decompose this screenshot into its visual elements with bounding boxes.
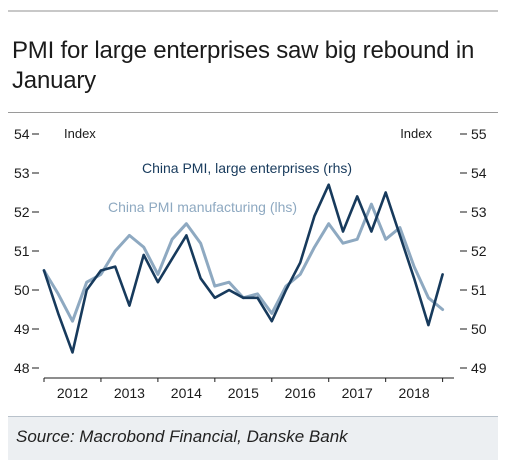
- series-label-manufacturing: China PMI manufacturing (lhs): [108, 199, 297, 215]
- left-tick-label: 52: [14, 204, 30, 220]
- series-line-manufacturing: [42, 202, 445, 323]
- x-tick-label: 2015: [228, 385, 259, 401]
- x-tick-label: 2014: [171, 385, 202, 401]
- left-tick-label: 48: [14, 360, 30, 376]
- right-tick-label: 49: [471, 360, 487, 376]
- left-tick-label: 49: [14, 321, 30, 337]
- right-axis-title: Index: [400, 126, 432, 141]
- x-tick-label: 2017: [342, 385, 373, 401]
- left-tick-label: 50: [14, 282, 30, 298]
- line-chart: 48 49 50 51 52 53 54 49 50 51 52 53 54 55 Index Index 20…: [14, 126, 487, 401]
- right-tick-label: 53: [471, 204, 487, 220]
- x-tick-label: 2016: [285, 385, 316, 401]
- chart-title: PMI for large enterprises saw big reboun…: [12, 37, 475, 94]
- left-axis-title: Index: [64, 126, 96, 141]
- left-tick-label: 53: [14, 165, 30, 181]
- series-line-large-enterprises: [42, 183, 444, 354]
- right-tick-label: 51: [471, 282, 487, 298]
- plot-area: 48 49 50 51 52 53 54 49 50 51 52 53 54 55 Index Index 20…: [8, 116, 498, 416]
- series-label-large-enterprises: China PMI, large enterprises (rhs): [142, 160, 352, 176]
- chart-card: PMI for large enterprises saw big reboun…: [8, 10, 498, 460]
- x-tick-label: 2018: [399, 385, 430, 401]
- right-tick-label: 54: [471, 165, 487, 181]
- right-tick-label: 55: [471, 126, 487, 142]
- right-tick-label: 50: [471, 321, 487, 337]
- left-tick-label: 54: [14, 126, 30, 142]
- title-divider: [8, 112, 498, 113]
- source-note: Source: Macrobond Financial, Danske Bank: [16, 427, 348, 446]
- x-tick-label: 2013: [114, 385, 145, 401]
- left-tick-label: 51: [14, 243, 30, 259]
- right-tick-label: 52: [471, 243, 487, 259]
- source-bar: Source: Macrobond Financial, Danske Bank: [8, 416, 498, 460]
- x-tick-label: 2012: [57, 385, 88, 401]
